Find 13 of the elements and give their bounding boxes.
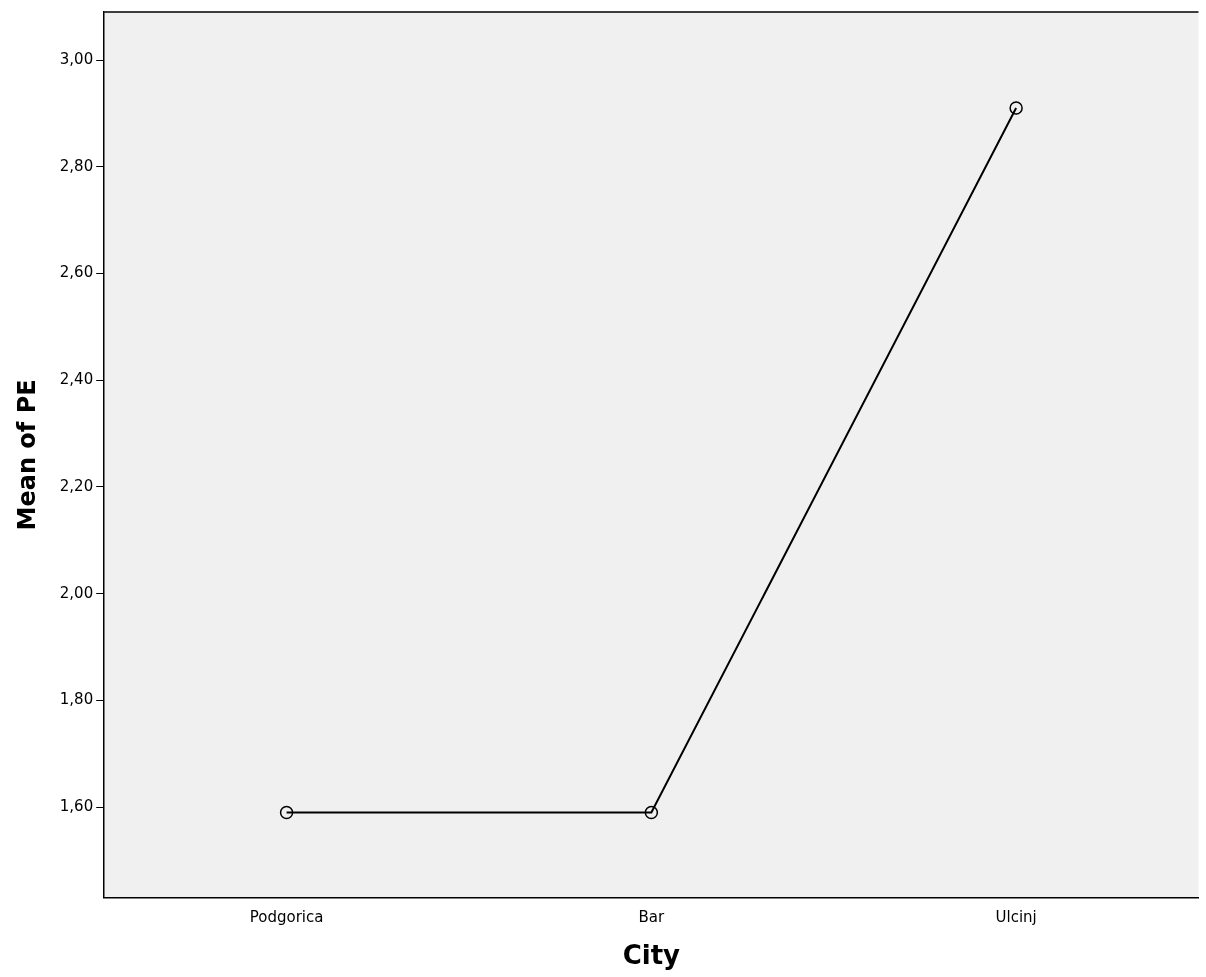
y-tick-label: 1,60 — [59, 796, 94, 815]
y-tick-label: 2,40 — [59, 370, 94, 389]
x-tick-label: Ulcinj — [995, 907, 1037, 926]
y-tick-label: 2,20 — [59, 476, 94, 495]
x-tick-label: Bar — [638, 907, 665, 926]
x-tick-label: Podgorica — [249, 907, 324, 926]
y-tick-label: 1,80 — [59, 690, 94, 709]
y-axis-title: Mean of PE — [12, 379, 41, 531]
x-axis-title: City — [622, 940, 681, 971]
y-tick-label: 2,80 — [59, 156, 94, 175]
y-tick-label: 3,00 — [59, 49, 94, 68]
y-tick-label: 2,60 — [59, 263, 94, 282]
y-tick-label: 2,00 — [59, 583, 94, 602]
